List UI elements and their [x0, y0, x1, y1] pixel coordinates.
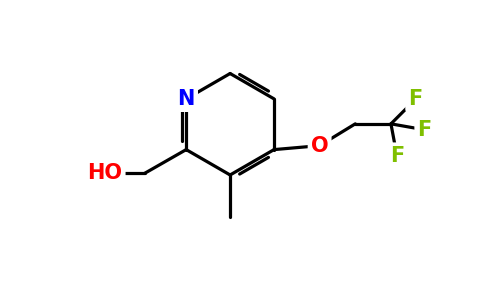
Text: HO: HO	[88, 164, 122, 183]
Text: F: F	[408, 89, 423, 109]
Text: F: F	[418, 120, 432, 140]
Text: N: N	[178, 89, 195, 109]
Text: O: O	[311, 136, 329, 156]
Text: F: F	[390, 146, 404, 166]
